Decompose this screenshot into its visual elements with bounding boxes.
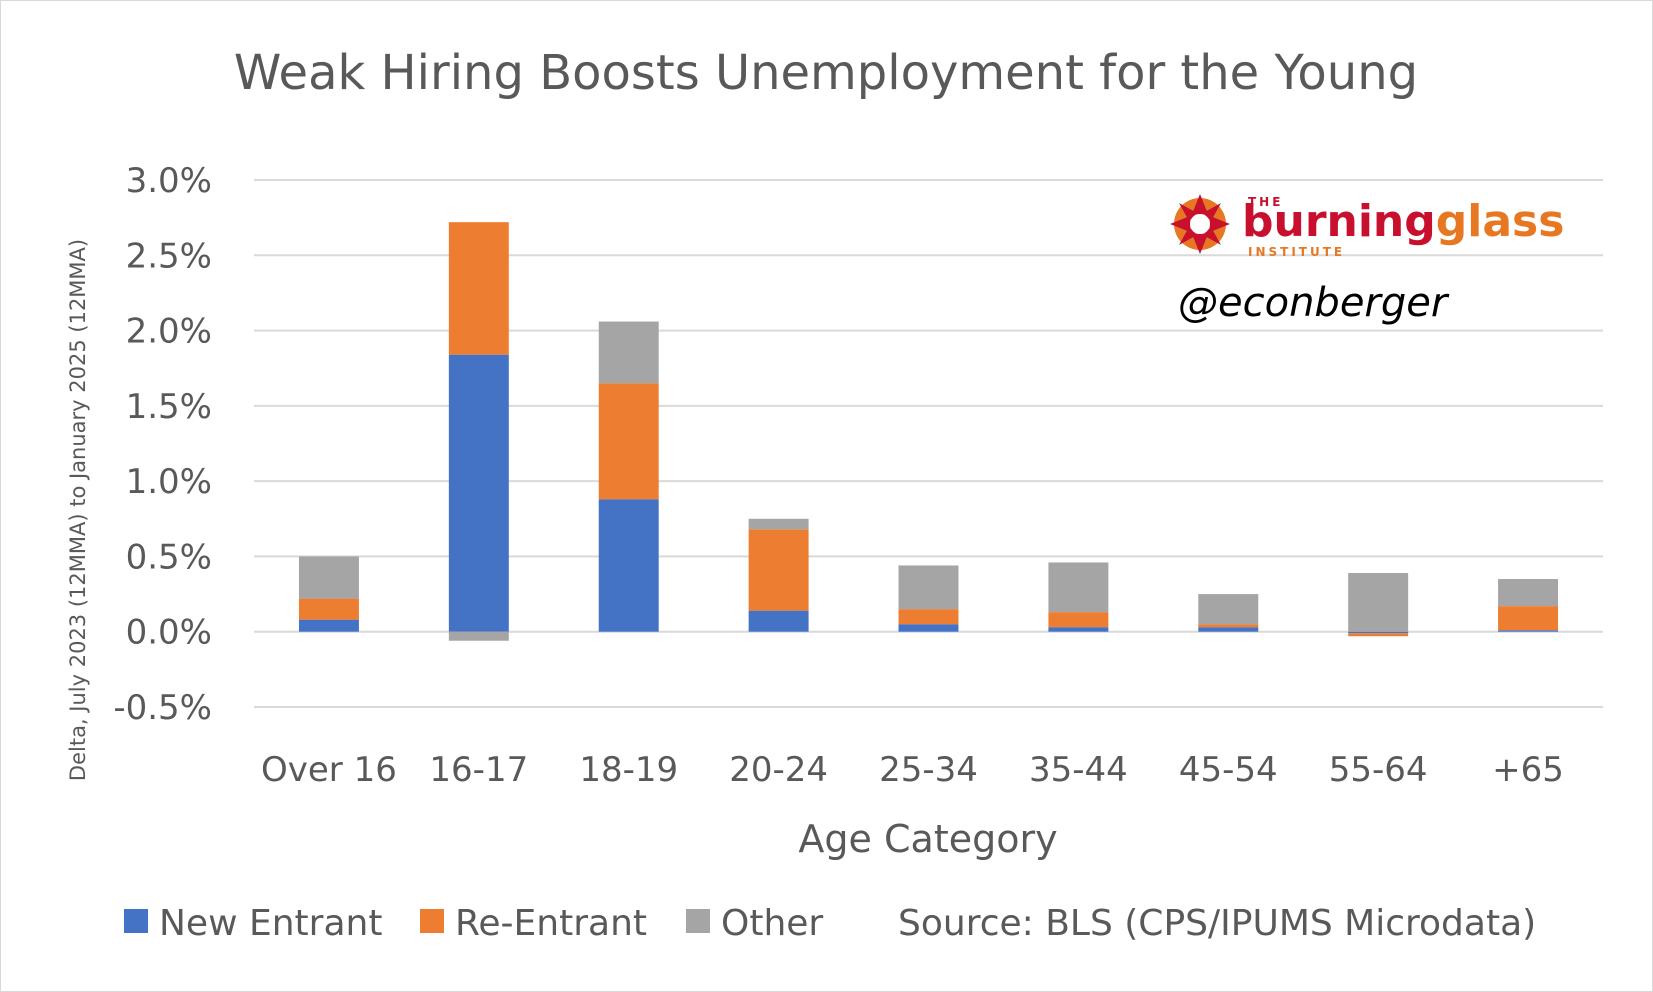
legend-label: Re-Entrant bbox=[455, 903, 647, 944]
logo-institute-text: INSTITUTE bbox=[1248, 245, 1345, 259]
legend: New Entrant Re-Entrant Other bbox=[124, 903, 823, 944]
bar-other-3 bbox=[748, 518, 809, 530]
x-category-labels: Over 16 16-17 18-19 20-24 25-34 35-44 45-54 55-… bbox=[261, 750, 1564, 790]
logo-burning: burning bbox=[1242, 196, 1436, 247]
bar-new-entrant-0 bbox=[298, 619, 359, 632]
burning-glass-logo: THE burningglass INSTITUTE bbox=[1170, 194, 1564, 259]
bar-new-entrant-2 bbox=[598, 499, 659, 632]
y-axis-title: Delta, July 2023 (12MMA) to January 2025… bbox=[66, 239, 90, 781]
bar-other-5 bbox=[1048, 562, 1109, 613]
logo-main-text: burningglass bbox=[1242, 196, 1564, 247]
bar-new-entrant-6 bbox=[1198, 627, 1259, 632]
bar-other-6 bbox=[1198, 594, 1259, 625]
bar-new-entrant-1 bbox=[448, 354, 509, 632]
x-category-label: 20-24 bbox=[729, 750, 828, 790]
bar-re-entrant-6 bbox=[1198, 624, 1259, 628]
x-axis-title: Age Category bbox=[798, 817, 1057, 861]
y-tick-label: -0.5% bbox=[113, 688, 212, 728]
x-category-label: Over 16 bbox=[261, 750, 397, 790]
y-tick-label: 1.0% bbox=[126, 462, 212, 502]
y-tick-label: 3.0% bbox=[126, 161, 212, 201]
bar-other-0 bbox=[298, 556, 359, 599]
logo-glass: glass bbox=[1436, 196, 1565, 247]
bar-re-entrant-1 bbox=[448, 222, 509, 355]
bars bbox=[298, 222, 1559, 641]
legend-label: New Entrant bbox=[159, 903, 382, 944]
y-tick-label: 2.5% bbox=[126, 236, 212, 276]
bar-other-4 bbox=[898, 565, 959, 610]
legend-swatch bbox=[686, 909, 710, 933]
x-category-label: 25-34 bbox=[879, 750, 978, 790]
legend-label: Other bbox=[721, 903, 823, 944]
sun-icon bbox=[1170, 194, 1230, 254]
bar-re-entrant-4 bbox=[898, 609, 959, 625]
x-category-label: 55-64 bbox=[1329, 750, 1428, 790]
bar-other-1 bbox=[448, 631, 509, 641]
bar-re-entrant-8 bbox=[1498, 606, 1559, 631]
bar-re-entrant-5 bbox=[1048, 612, 1109, 628]
bar-other-7 bbox=[1348, 572, 1409, 632]
x-category-label: 45-54 bbox=[1179, 750, 1278, 790]
bar-re-entrant-2 bbox=[598, 383, 659, 500]
y-tick-label: 0.5% bbox=[126, 537, 212, 577]
x-category-label: +65 bbox=[1492, 750, 1564, 790]
x-category-label: 35-44 bbox=[1029, 750, 1128, 790]
source-note: Source: BLS (CPS/IPUMS Microdata) bbox=[898, 903, 1536, 944]
legend-swatch bbox=[124, 909, 148, 933]
chart-title: Weak Hiring Boosts Unemployment for the … bbox=[234, 45, 1418, 101]
x-category-label: 18-19 bbox=[579, 750, 678, 790]
bar-new-entrant-7 bbox=[1348, 631, 1409, 634]
y-tick-label: 2.0% bbox=[126, 312, 212, 352]
bar-other-2 bbox=[598, 321, 659, 384]
bar-new-entrant-5 bbox=[1048, 627, 1109, 632]
legend-swatch bbox=[420, 909, 444, 933]
logo-the-text: THE bbox=[1248, 195, 1283, 209]
bar-re-entrant-3 bbox=[748, 529, 809, 611]
bar-other-8 bbox=[1498, 579, 1559, 607]
x-category-label: 16-17 bbox=[429, 750, 528, 790]
y-tick-label: 1.5% bbox=[126, 387, 212, 427]
y-tick-label: 0.0% bbox=[126, 613, 212, 653]
author-handle: @econberger bbox=[1178, 280, 1450, 326]
y-tick-labels: 3.0% 2.5% 2.0% 1.5% 1.0% 0.5% 0.0% -0.5% bbox=[113, 161, 212, 728]
bar-re-entrant-0 bbox=[298, 598, 359, 620]
bar-new-entrant-8 bbox=[1498, 630, 1559, 632]
bar-new-entrant-4 bbox=[898, 624, 959, 632]
bar-new-entrant-3 bbox=[748, 610, 809, 632]
bar-re-entrant-7 bbox=[1348, 633, 1409, 637]
